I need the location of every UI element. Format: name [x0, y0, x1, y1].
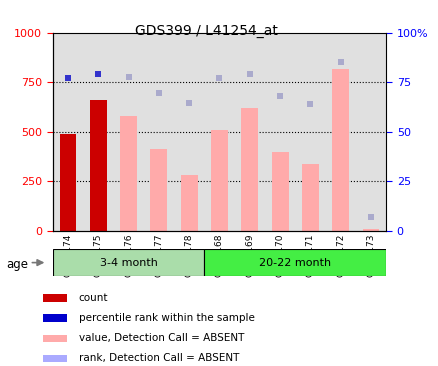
- Bar: [204, 33, 234, 231]
- Bar: [301, 164, 318, 231]
- Bar: [234, 33, 265, 231]
- Bar: [295, 33, 325, 231]
- Bar: [43, 335, 67, 342]
- Bar: [362, 229, 378, 231]
- Bar: [355, 33, 385, 231]
- Text: percentile rank within the sample: percentile rank within the sample: [78, 313, 254, 323]
- Bar: [90, 100, 106, 231]
- Bar: [60, 134, 76, 231]
- Bar: [204, 249, 385, 276]
- Bar: [43, 314, 67, 322]
- Text: GDS399 / L41254_at: GDS399 / L41254_at: [134, 24, 277, 38]
- Text: count: count: [78, 293, 108, 303]
- Bar: [173, 33, 204, 231]
- Text: age: age: [7, 258, 28, 271]
- Bar: [113, 33, 143, 231]
- Bar: [180, 175, 197, 231]
- Bar: [325, 33, 355, 231]
- Bar: [332, 68, 348, 231]
- Bar: [241, 108, 258, 231]
- Bar: [271, 152, 288, 231]
- Bar: [120, 116, 137, 231]
- Text: rank, Detection Call = ABSENT: rank, Detection Call = ABSENT: [78, 353, 238, 363]
- Bar: [150, 149, 167, 231]
- Text: 20-22 month: 20-22 month: [259, 258, 331, 268]
- Bar: [83, 33, 113, 231]
- Text: value, Detection Call = ABSENT: value, Detection Call = ABSENT: [78, 333, 244, 343]
- Bar: [53, 249, 204, 276]
- Bar: [265, 33, 295, 231]
- Bar: [143, 33, 173, 231]
- Bar: [43, 294, 67, 302]
- Bar: [53, 33, 83, 231]
- Bar: [211, 130, 227, 231]
- Text: 3-4 month: 3-4 month: [99, 258, 157, 268]
- Bar: [43, 355, 67, 362]
